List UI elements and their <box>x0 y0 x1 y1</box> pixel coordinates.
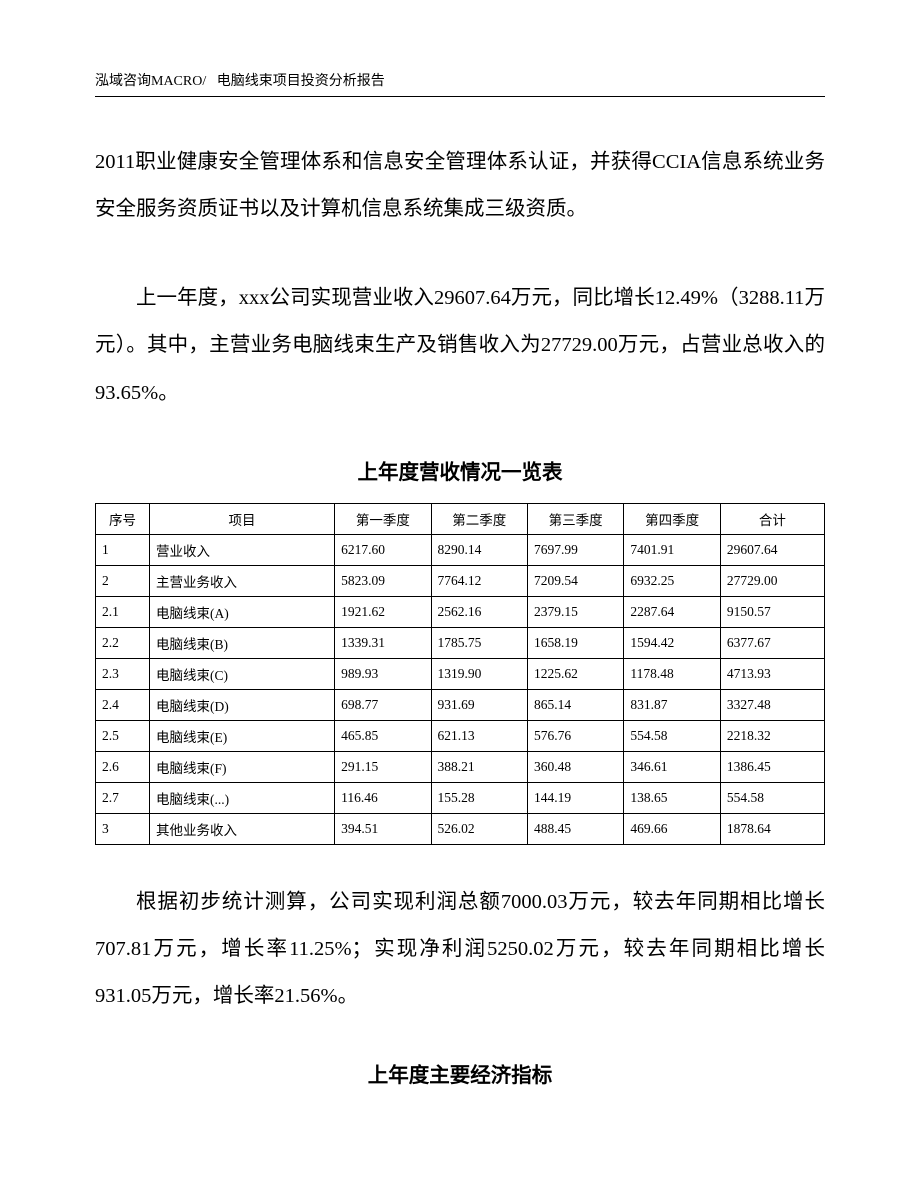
table-cell: 394.51 <box>335 813 431 844</box>
table-cell: 2.4 <box>96 689 150 720</box>
table-cell: 主营业务收入 <box>149 565 334 596</box>
header-right: 电脑线束项目投资分析报告 <box>217 74 385 89</box>
table-cell: 3327.48 <box>720 689 824 720</box>
table-cell: 865.14 <box>527 689 623 720</box>
table-cell: 554.58 <box>624 720 720 751</box>
table-cell: 931.69 <box>431 689 527 720</box>
paragraph-3: 根据初步统计测算，公司实现利润总额7000.03万元，较去年同期相比增长707.… <box>95 879 825 1020</box>
document-page: 泓域咨询MACRO/ 电脑线束项目投资分析报告 2011职业健康安全管理体系和信… <box>0 0 920 1191</box>
table-cell: 7697.99 <box>527 534 623 565</box>
table-cell: 6377.67 <box>720 627 824 658</box>
table-cell: 2.1 <box>96 596 150 627</box>
table-row: 2.1电脑线束(A)1921.622562.162379.152287.6491… <box>96 596 825 627</box>
table-cell: 6217.60 <box>335 534 431 565</box>
table-cell: 526.02 <box>431 813 527 844</box>
table-cell: 698.77 <box>335 689 431 720</box>
table-row: 2.4电脑线束(D)698.77931.69865.14831.873327.4… <box>96 689 825 720</box>
table-cell: 144.19 <box>527 782 623 813</box>
table-cell: 554.58 <box>720 782 824 813</box>
table-cell: 电脑线束(E) <box>149 720 334 751</box>
table-cell: 291.15 <box>335 751 431 782</box>
table-cell: 8290.14 <box>431 534 527 565</box>
table-cell: 电脑线束(D) <box>149 689 334 720</box>
table-row: 2.2电脑线束(B)1339.311785.751658.191594.4263… <box>96 627 825 658</box>
table-cell: 1594.42 <box>624 627 720 658</box>
col-q1: 第一季度 <box>335 503 431 534</box>
table-title-1: 上年度营收情况一览表 <box>95 455 825 485</box>
table-cell: 其他业务收入 <box>149 813 334 844</box>
table-cell: 2.6 <box>96 751 150 782</box>
col-total: 合计 <box>720 503 824 534</box>
table-title-2: 上年度主要经济指标 <box>95 1058 825 1088</box>
table-cell: 576.76 <box>527 720 623 751</box>
header-left: 泓域咨询MACRO/ <box>95 74 206 89</box>
table-row: 2主营业务收入5823.097764.127209.546932.2527729… <box>96 565 825 596</box>
table-cell: 5823.09 <box>335 565 431 596</box>
table-cell: 831.87 <box>624 689 720 720</box>
table-cell: 2 <box>96 565 150 596</box>
table-cell: 2.2 <box>96 627 150 658</box>
col-q3: 第三季度 <box>527 503 623 534</box>
revenue-table-body: 1营业收入6217.608290.147697.997401.9129607.6… <box>96 534 825 844</box>
table-cell: 9150.57 <box>720 596 824 627</box>
table-cell: 1785.75 <box>431 627 527 658</box>
table-cell: 2562.16 <box>431 596 527 627</box>
table-cell: 1386.45 <box>720 751 824 782</box>
table-cell: 1878.64 <box>720 813 824 844</box>
table-cell: 1225.62 <box>527 658 623 689</box>
table-cell: 电脑线束(C) <box>149 658 334 689</box>
table-cell: 465.85 <box>335 720 431 751</box>
table-cell: 2.3 <box>96 658 150 689</box>
table-cell: 2.5 <box>96 720 150 751</box>
table-cell: 155.28 <box>431 782 527 813</box>
col-q2: 第二季度 <box>431 503 527 534</box>
table-row: 2.7电脑线束(...)116.46155.28144.19138.65554.… <box>96 782 825 813</box>
paragraph-2: 上一年度，xxx公司实现营业收入29607.64万元，同比增长12.49%（32… <box>95 275 825 416</box>
table-cell: 7401.91 <box>624 534 720 565</box>
col-seq: 序号 <box>96 503 150 534</box>
table-cell: 989.93 <box>335 658 431 689</box>
table-cell: 346.61 <box>624 751 720 782</box>
table-cell: 621.13 <box>431 720 527 751</box>
table-cell: 电脑线束(B) <box>149 627 334 658</box>
table-cell: 电脑线束(F) <box>149 751 334 782</box>
table-row: 2.5电脑线束(E)465.85621.13576.76554.582218.3… <box>96 720 825 751</box>
table-cell: 电脑线束(...) <box>149 782 334 813</box>
table-cell: 388.21 <box>431 751 527 782</box>
table-cell: 2379.15 <box>527 596 623 627</box>
table-cell: 7764.12 <box>431 565 527 596</box>
table-cell: 488.45 <box>527 813 623 844</box>
table-cell: 2287.64 <box>624 596 720 627</box>
table-cell: 138.65 <box>624 782 720 813</box>
table-cell: 29607.64 <box>720 534 824 565</box>
table-cell: 4713.93 <box>720 658 824 689</box>
table-cell: 1921.62 <box>335 596 431 627</box>
table-cell: 3 <box>96 813 150 844</box>
table-cell: 116.46 <box>335 782 431 813</box>
col-q4: 第四季度 <box>624 503 720 534</box>
table-row: 3其他业务收入394.51526.02488.45469.661878.64 <box>96 813 825 844</box>
table-cell: 27729.00 <box>720 565 824 596</box>
table-cell: 1 <box>96 534 150 565</box>
table-cell: 营业收入 <box>149 534 334 565</box>
paragraph-1: 2011职业健康安全管理体系和信息安全管理体系认证，并获得CCIA信息系统业务安… <box>95 139 825 233</box>
table-row: 1营业收入6217.608290.147697.997401.9129607.6… <box>96 534 825 565</box>
page-header: 泓域咨询MACRO/ 电脑线束项目投资分析报告 <box>95 70 825 97</box>
table-cell: 6932.25 <box>624 565 720 596</box>
revenue-table: 序号 项目 第一季度 第二季度 第三季度 第四季度 合计 1营业收入6217.6… <box>95 503 825 845</box>
table-cell: 电脑线束(A) <box>149 596 334 627</box>
table-cell: 2.7 <box>96 782 150 813</box>
table-cell: 1319.90 <box>431 658 527 689</box>
table-header-row: 序号 项目 第一季度 第二季度 第三季度 第四季度 合计 <box>96 503 825 534</box>
table-cell: 469.66 <box>624 813 720 844</box>
table-cell: 1178.48 <box>624 658 720 689</box>
table-cell: 1658.19 <box>527 627 623 658</box>
table-cell: 1339.31 <box>335 627 431 658</box>
table-row: 2.6电脑线束(F)291.15388.21360.48346.611386.4… <box>96 751 825 782</box>
col-item: 项目 <box>149 503 334 534</box>
table-cell: 2218.32 <box>720 720 824 751</box>
table-row: 2.3电脑线束(C)989.931319.901225.621178.48471… <box>96 658 825 689</box>
table-cell: 7209.54 <box>527 565 623 596</box>
table-cell: 360.48 <box>527 751 623 782</box>
